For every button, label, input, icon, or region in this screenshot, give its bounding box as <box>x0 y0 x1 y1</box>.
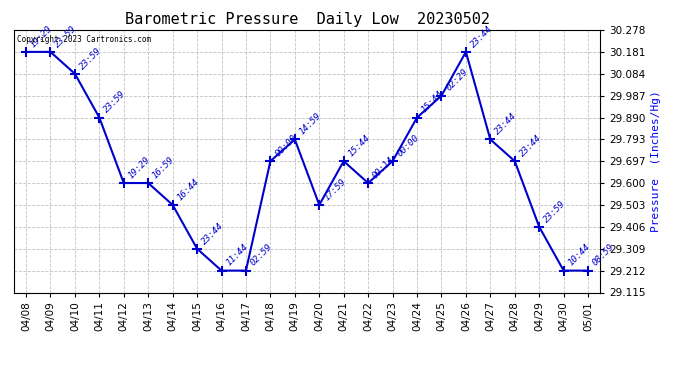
Text: 23:59: 23:59 <box>102 89 128 115</box>
Text: 11:44: 11:44 <box>224 243 250 268</box>
Text: 00:00: 00:00 <box>273 133 299 158</box>
Text: 02:29: 02:29 <box>444 68 470 93</box>
Text: 10:44: 10:44 <box>566 243 592 268</box>
Text: 23:44: 23:44 <box>200 220 225 246</box>
Text: 17:59: 17:59 <box>322 177 347 202</box>
Text: 15:44: 15:44 <box>346 133 372 158</box>
Text: Copyright 2023 Cartronics.com: Copyright 2023 Cartronics.com <box>17 35 151 44</box>
Text: 08:59: 08:59 <box>591 243 616 268</box>
Text: 09:14: 09:14 <box>371 155 396 180</box>
Text: 19:29: 19:29 <box>29 24 54 49</box>
Y-axis label: Pressure  (Inches/Hg): Pressure (Inches/Hg) <box>651 90 662 232</box>
Text: 23:59: 23:59 <box>53 24 79 49</box>
Text: 19:29: 19:29 <box>126 155 152 180</box>
Text: 02:59: 02:59 <box>248 243 274 268</box>
Title: Barometric Pressure  Daily Low  20230502: Barometric Pressure Daily Low 20230502 <box>125 12 489 27</box>
Text: 00:00: 00:00 <box>395 133 421 158</box>
Text: 15:44: 15:44 <box>420 89 445 115</box>
Text: 23:59: 23:59 <box>78 46 103 71</box>
Text: 16:44: 16:44 <box>175 177 201 202</box>
Text: 14:59: 14:59 <box>297 111 323 137</box>
Text: 23:44: 23:44 <box>518 133 543 158</box>
Text: 23:44: 23:44 <box>493 111 518 137</box>
Text: 23:44: 23:44 <box>469 24 494 49</box>
Text: 23:59: 23:59 <box>542 199 567 224</box>
Text: 16:59: 16:59 <box>151 155 177 180</box>
